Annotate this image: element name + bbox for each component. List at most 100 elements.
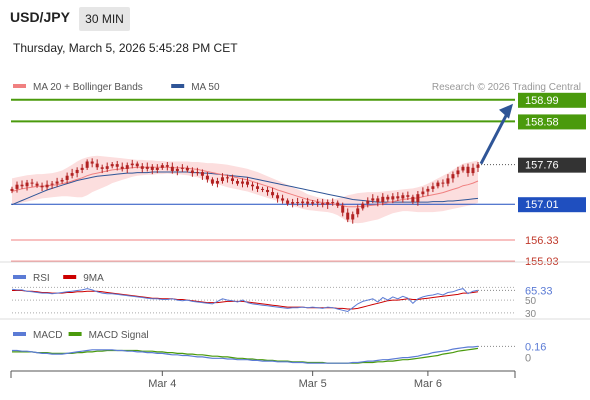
candle-body-24 (130, 163, 134, 166)
candle-body-18 (100, 167, 104, 169)
forecast-arrow-line (479, 113, 509, 165)
candle-body-49 (256, 186, 260, 189)
candle-body-80 (411, 196, 415, 203)
candle-body-88 (451, 174, 455, 179)
candle-body-59 (306, 201, 310, 204)
candle-body-64 (331, 202, 335, 204)
candle-body-54 (281, 198, 285, 201)
candle-body-40 (210, 179, 214, 184)
macd-line (12, 345, 479, 364)
rsi-level-label-2: 30 (525, 309, 537, 320)
candle-body-6 (40, 185, 44, 188)
current-price-label: 157.76 (525, 160, 559, 172)
candle-body-87 (446, 178, 450, 184)
candle-body-52 (271, 192, 275, 196)
candle-body-36 (190, 170, 194, 174)
candle-body-10 (60, 179, 64, 182)
candle-body-74 (381, 196, 385, 203)
rsi-line (11, 288, 479, 313)
candle-body-11 (65, 175, 69, 180)
candle-body-70 (361, 203, 365, 209)
candle-body-76 (391, 196, 395, 200)
candle-body-45 (235, 181, 239, 184)
candle-body-46 (240, 181, 244, 184)
rsi-legend-swatch-0 (13, 275, 26, 279)
candle-body-92 (471, 167, 475, 174)
candle-body-28 (150, 166, 154, 170)
candle-body-43 (225, 177, 229, 179)
candle-body-85 (436, 182, 440, 187)
candle-body-37 (195, 172, 199, 174)
pivot-tag-3 (518, 197, 586, 213)
rsi-legend-label-1: 9MA (83, 273, 104, 284)
candle-body-15 (85, 161, 89, 168)
candle-body-32 (170, 166, 174, 171)
candle-body-9 (55, 181, 59, 184)
candle-body-66 (341, 205, 345, 213)
resistance-label-0: 158.99 (525, 95, 559, 107)
candle-body-1 (15, 184, 19, 189)
candle-body-86 (441, 182, 445, 184)
candle-body-3 (25, 182, 29, 187)
candle-body-8 (50, 183, 54, 185)
candle-body-42 (220, 177, 224, 181)
candle-body-65 (336, 202, 340, 206)
candle-body-13 (75, 169, 79, 174)
macd-legend-swatch-0 (13, 332, 26, 336)
candle-body-26 (140, 166, 144, 169)
resistance-tag-1 (518, 114, 586, 130)
legend-swatch-0 (13, 84, 26, 88)
ma20-line (11, 166, 479, 208)
candle-body-69 (356, 208, 360, 215)
candle-body-2 (20, 184, 24, 187)
candle-body-50 (261, 188, 265, 190)
candle-body-55 (286, 200, 290, 204)
candle-body-20 (110, 164, 114, 167)
candle-body-33 (175, 168, 179, 171)
candle-body-82 (421, 191, 425, 195)
candle-body-81 (416, 194, 420, 203)
candle-body-21 (115, 164, 119, 167)
x-tick-label-2: Mar 6 (414, 378, 442, 390)
candle-body-68 (351, 214, 355, 220)
current-price-tag (518, 157, 586, 173)
candle-body-71 (366, 200, 370, 204)
macd-legend-label-1: MACD Signal (89, 330, 149, 341)
timeframe-button[interactable]: 30 MIN (79, 7, 130, 31)
candle-body-51 (266, 189, 270, 193)
candle-body-93 (476, 164, 480, 168)
candle-body-4 (30, 182, 34, 184)
candle-body-35 (185, 167, 189, 171)
macd-signal-line (12, 347, 479, 364)
macd-legend-label-0: MACD (33, 330, 62, 341)
candle-body-12 (70, 173, 74, 176)
x-tick-label-1: Mar 5 (299, 378, 327, 390)
macd-current-label: 0.16 (525, 341, 546, 353)
symbol-title: USD/JPY (10, 9, 70, 25)
candle-body-56 (291, 202, 295, 204)
candle-body-39 (205, 175, 209, 180)
watermark-text: Research © 2026 Trading Central (432, 82, 581, 93)
chart-datetime: Thursday, March 5, 2026 5:45:28 PM CET (13, 41, 238, 55)
candle-body-48 (251, 184, 255, 187)
candle-body-16 (90, 161, 94, 164)
candle-body-14 (80, 167, 84, 170)
support-label-4: 156.33 (525, 235, 559, 247)
candle-body-31 (165, 165, 169, 167)
candle-body-89 (456, 170, 460, 175)
legend-swatch-1 (171, 84, 185, 88)
candle-body-60 (311, 202, 315, 204)
candle-body-25 (135, 163, 139, 167)
candle-body-77 (396, 196, 400, 199)
ma50-line (11, 171, 479, 206)
candle-body-27 (145, 166, 149, 169)
rsi-legend-label-0: RSI (33, 273, 50, 284)
candle-body-19 (105, 166, 109, 169)
candle-body-75 (386, 196, 390, 200)
candle-body-78 (401, 195, 405, 199)
candle-body-57 (296, 202, 300, 204)
candle-body-44 (230, 178, 234, 181)
legend-label-1: MA 50 (191, 82, 220, 93)
candle-body-34 (180, 167, 184, 169)
forecast-arrow-head (499, 103, 513, 119)
